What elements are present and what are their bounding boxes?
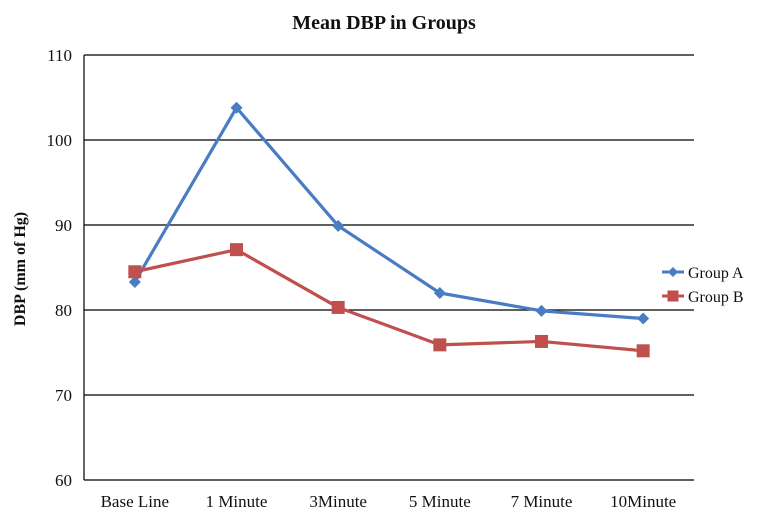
axes: 60 70 80 90 100 110 Base Line 1 Minute 3Minute 5 … bbox=[47, 46, 694, 511]
data-point-0-0 bbox=[128, 275, 141, 288]
gridlines bbox=[84, 54, 694, 396]
legend: Group A Group B bbox=[662, 265, 744, 306]
x-tick-label-1: 1 Minute bbox=[206, 492, 268, 511]
series-line-1 bbox=[134, 248, 644, 353]
data-point-1-5 bbox=[636, 344, 650, 358]
data-point-0-4 bbox=[535, 304, 548, 317]
y-axis-label: DBP (mm of Hg) bbox=[12, 212, 29, 326]
x-tick-label-3: 5 Minute bbox=[409, 492, 471, 511]
x-tick-label-0: Base Line bbox=[101, 492, 169, 511]
series-group-a bbox=[128, 101, 650, 325]
y-tick-label-80: 80 bbox=[55, 301, 72, 320]
x-tick-label-2: 3Minute bbox=[309, 492, 367, 511]
data-point-1-0 bbox=[128, 265, 142, 279]
legend-label-0: Group A bbox=[688, 265, 744, 282]
y-tick-label-100: 100 bbox=[47, 131, 73, 150]
data-point-1-1 bbox=[230, 243, 243, 257]
y-tick-label-90: 90 bbox=[55, 216, 72, 235]
series-group-b bbox=[128, 243, 650, 358]
legend-marker-0 bbox=[668, 267, 678, 277]
legend-marker-1 bbox=[667, 290, 679, 302]
data-point-1-3 bbox=[433, 338, 447, 352]
y-tick-label-110: 110 bbox=[47, 46, 72, 65]
series-group bbox=[128, 101, 650, 358]
y-tick-label-60: 60 bbox=[55, 471, 72, 490]
data-point-0-2 bbox=[332, 219, 345, 232]
data-point-0-1 bbox=[230, 101, 243, 114]
y-tick-label-70: 70 bbox=[55, 386, 72, 405]
data-point-0-5 bbox=[637, 312, 650, 325]
legend-item-1: Group B bbox=[662, 289, 744, 306]
legend-item-0: Group A bbox=[662, 265, 744, 282]
data-point-1-2 bbox=[331, 300, 345, 314]
chart-title: Mean DBP in Groups bbox=[292, 12, 476, 34]
x-tick-label-4: 7 Minute bbox=[511, 492, 573, 511]
x-tick-label-5: 10Minute bbox=[610, 492, 676, 511]
legend-label-1: Group B bbox=[688, 289, 744, 306]
data-point-1-4 bbox=[535, 334, 548, 348]
series-line-0 bbox=[133, 106, 644, 321]
data-point-0-3 bbox=[433, 287, 446, 299]
